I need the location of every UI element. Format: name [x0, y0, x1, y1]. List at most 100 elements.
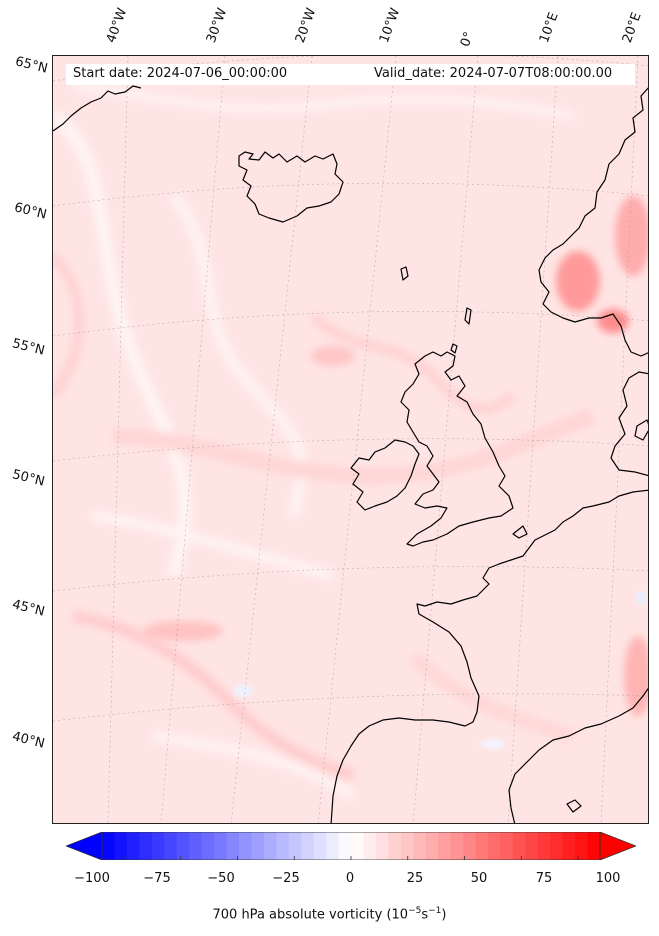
date-header-box: [66, 64, 635, 85]
colorbar-extend-min: [66, 832, 103, 860]
graticule-line: [107, 56, 129, 823]
lat-label-40n: 40°N: [10, 729, 47, 752]
iceland-coast: [238, 151, 344, 223]
colorbar-tick-label: −50: [207, 871, 235, 886]
colorbar-cell: [587, 832, 601, 860]
lat-label-55n: 55°N: [10, 336, 47, 359]
graticule-line: [53, 566, 648, 592]
graticule-line: [317, 56, 397, 823]
danish-island: [634, 419, 648, 441]
field-band-light: [92, 511, 335, 581]
graticule-line: [53, 438, 648, 462]
colorbar-cell: [438, 832, 452, 860]
graticule-line: [600, 56, 639, 823]
colorbar-cell: [313, 832, 327, 860]
colorbar-cell: [151, 832, 165, 860]
sweden-denmark-coast: [610, 371, 648, 477]
graticule-line: [230, 56, 313, 823]
colorbar-title-close: ): [441, 907, 447, 923]
colorbar-cell: [276, 832, 290, 860]
colorbar-cell: [388, 832, 402, 860]
start-date-label: Start date: 2024-07-06_00:00:00: [73, 66, 288, 81]
colorbar-cell: [500, 832, 514, 860]
colorbar-tick-label: −75: [143, 871, 171, 886]
graticule-line: [412, 56, 479, 823]
faroe-islands: [400, 266, 409, 281]
vorticity-max: [615, 196, 648, 276]
vorticity-min: [233, 685, 253, 697]
colorbar-title-exponent: −5: [408, 906, 422, 916]
norway-coast: [538, 87, 648, 357]
colorbar-cells: [102, 832, 601, 860]
lon-label-10e: 10°E: [536, 10, 562, 46]
colorbar-cell: [263, 832, 277, 860]
vorticity-field: [53, 56, 648, 823]
graticule-line: [160, 56, 226, 823]
colorbar-cell: [463, 832, 477, 860]
lon-label-40w: 40°W: [103, 6, 131, 45]
colorbar-cell: [189, 832, 203, 860]
coastlines: [53, 85, 648, 823]
great-britain-coast: [400, 351, 514, 547]
graticule-line: [53, 311, 648, 337]
colorbar-cell: [550, 832, 564, 860]
graticule-line: [53, 693, 648, 722]
colorbar-cell: [326, 832, 340, 860]
colorbar-cell: [214, 832, 228, 860]
colorbar-cell: [525, 832, 539, 860]
colorbar-cell: [450, 832, 464, 860]
mediterranean-coast: [508, 687, 648, 823]
colorbar-title-text: 700 hPa absolute vorticity (10: [212, 907, 409, 923]
colorbar-cell: [126, 832, 140, 860]
lon-label-0: 0°: [457, 29, 478, 49]
vorticity-min: [636, 591, 646, 605]
vorticity-max: [311, 346, 355, 366]
colorbar-title-exponent: −1: [428, 906, 442, 916]
field-band-light: [53, 110, 193, 579]
field-band-dark: [408, 651, 575, 743]
field-band-light: [72, 81, 574, 121]
valid-date-label: Valid_date: 2024-07-07T08:00:00.00: [374, 66, 613, 81]
shetland-islands: [464, 307, 472, 325]
lat-label-65n: 65°N: [13, 54, 50, 77]
field-band-dark: [112, 408, 596, 485]
balearic-islands: [566, 799, 582, 813]
vorticity-max: [556, 251, 600, 311]
vorticity-min: [481, 739, 505, 749]
colorbar-cell: [537, 832, 551, 860]
colorbar-title: 700 hPa absolute vorticity (10−5s−1): [0, 906, 659, 922]
colorbar-ticks: [123, 856, 579, 860]
ireland-coast: [350, 439, 420, 511]
colorbar-tick-label: 75: [535, 871, 553, 886]
colorbar-title-unit: s: [421, 907, 429, 923]
colorbar-cell: [475, 832, 489, 860]
lat-label-60n: 60°N: [12, 200, 49, 223]
colorbar-cell: [238, 832, 252, 860]
colorbar-cell: [351, 832, 365, 860]
colorbar-cell: [251, 832, 265, 860]
orkney-islands: [450, 343, 458, 354]
graticule-line: [507, 56, 559, 823]
colorbar-extend-max: [599, 832, 636, 860]
vorticity-max: [597, 309, 629, 333]
field-band-dark: [309, 312, 516, 414]
colorbar-tick-label: −100: [74, 871, 110, 886]
colorbar-cell: [301, 832, 315, 860]
colorbar-cell: [139, 832, 153, 860]
colorbar-cell: [375, 832, 389, 860]
lat-label-50n: 50°N: [10, 467, 47, 490]
colorbar-cell: [425, 832, 439, 860]
map-panel: [52, 55, 649, 824]
graticule-line: [53, 56, 648, 82]
colorbar-cell: [575, 832, 589, 860]
field-band-light: [152, 730, 357, 801]
colorbar-tick-label: 100: [595, 871, 621, 886]
colorbar-cell: [164, 832, 178, 860]
colorbar-tick-label: 25: [406, 871, 424, 886]
colorbar-outline: [101, 832, 601, 860]
france-iberia-coast: [330, 489, 648, 823]
colorbar-cell: [201, 832, 215, 860]
greenland-coast: [53, 85, 142, 132]
colorbar-tick-label: −25: [272, 871, 300, 886]
colorbar-cell: [363, 832, 377, 860]
